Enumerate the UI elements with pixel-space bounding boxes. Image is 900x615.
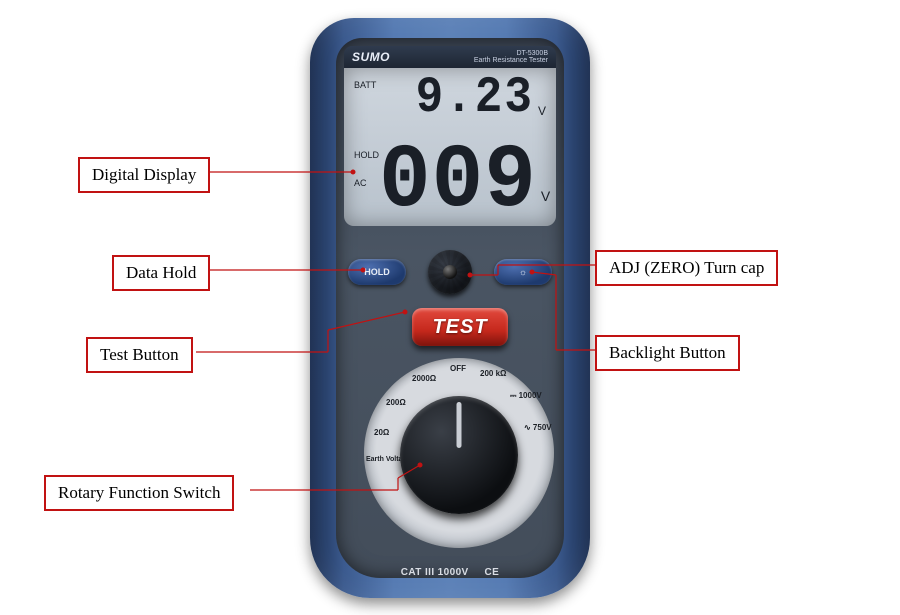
hold-button[interactable]: HOLD: [348, 259, 406, 285]
callout-test-button: Test Button: [86, 337, 193, 373]
mid-button-row: HOLD ☼: [344, 250, 556, 294]
model-subtitle: DT-5300B Earth Resistance Tester: [474, 50, 548, 64]
test-button[interactable]: TEST: [412, 308, 508, 346]
rotary-function-switch[interactable]: [400, 396, 518, 514]
hold-indicator: HOLD: [354, 150, 379, 160]
callout-digital-display: Digital Display: [78, 157, 210, 193]
dial-750v: ∿ 750V: [524, 424, 552, 432]
brand-label: SUMO: [352, 50, 390, 64]
secondary-unit: V: [538, 104, 546, 118]
dial-200k: 200 kΩ: [480, 370, 506, 378]
secondary-reading: 9.23: [416, 69, 534, 126]
device-body: SUMO DT-5300B Earth Resistance Tester BA…: [310, 18, 590, 598]
dial-20ohm: 20Ω: [374, 428, 389, 437]
lcd-side-indicators: HOLD AC: [354, 150, 379, 188]
callout-rotary-switch: Rotary Function Switch: [44, 475, 234, 511]
batt-indicator: BATT: [354, 80, 376, 90]
callout-data-hold: Data Hold: [112, 255, 210, 291]
device-type: Earth Resistance Tester: [474, 57, 548, 64]
callout-backlight: Backlight Button: [595, 335, 740, 371]
dial-1000v: ⎓ 1000V: [510, 392, 542, 400]
callout-adj-cap: ADJ (ZERO) Turn cap: [595, 250, 778, 286]
cat-rating: CAT III 1000V CE: [310, 567, 590, 578]
backlight-button[interactable]: ☼: [494, 259, 552, 285]
adj-zero-cap[interactable]: [428, 250, 472, 294]
ac-indicator: AC: [354, 178, 379, 188]
dial-off: OFF: [450, 364, 466, 373]
lcd-main-row: HOLD AC 009 V: [354, 128, 546, 216]
main-unit: V: [541, 188, 550, 204]
cat-text: CAT III 1000V: [401, 567, 469, 578]
dial-200ohm: 200Ω: [386, 398, 406, 407]
model-number: DT-5300B: [516, 50, 548, 57]
main-reading: 009: [379, 145, 537, 217]
header-bar: SUMO DT-5300B Earth Resistance Tester: [344, 46, 556, 68]
ce-mark: CE: [485, 567, 500, 578]
dial-2000ohm: 2000Ω: [412, 374, 436, 383]
digital-display: BATT 9.23 V HOLD AC 009 V: [344, 68, 556, 226]
lcd-top-row: BATT 9.23 V: [354, 74, 546, 124]
